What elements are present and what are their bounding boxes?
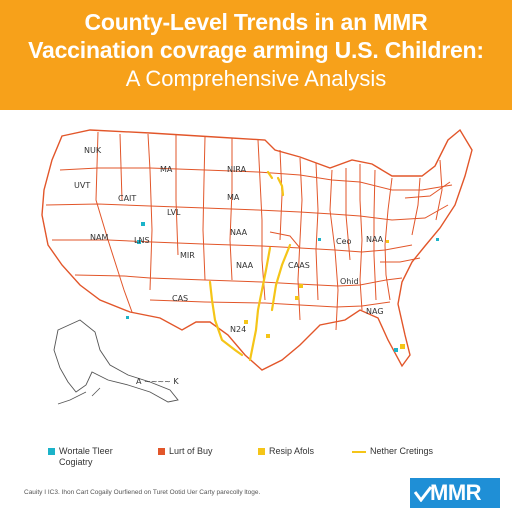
state-label: NAA <box>230 228 248 237</box>
state-borders <box>45 131 453 331</box>
title-line-1: County-Level Trends in an MMR <box>84 9 428 35</box>
trend-lines <box>208 170 292 362</box>
check-icon <box>414 486 432 502</box>
state-label: UVT <box>74 181 90 190</box>
state-label: NAM <box>90 233 108 242</box>
state-label: NAA <box>366 235 384 244</box>
footnote: Cauity I IC3. Ihon Cart Cogaily Ourfiene… <box>24 489 261 496</box>
us-outline <box>41 128 473 371</box>
legend-label: Resip Afols <box>269 446 315 456</box>
legend-swatch <box>258 448 265 456</box>
map-outline <box>41 128 473 371</box>
marker-cyan <box>436 238 439 241</box>
marker-yellow <box>244 320 248 324</box>
alaska-outline <box>53 319 179 403</box>
legend-swatch <box>48 448 55 456</box>
legend-label: Lurt of Buy <box>169 446 213 456</box>
marker-cyan <box>141 222 145 226</box>
state-label: MIR <box>180 251 195 260</box>
state-label: NAG <box>366 307 384 316</box>
legend-item: Resip Afols <box>258 446 314 457</box>
us-county-map: NUK UVT CAIT MA NIRA LVL MA NAM NAA LNS … <box>41 128 473 405</box>
legend-item: Nether Cretings <box>352 446 433 457</box>
mmr-logo: MMR <box>410 478 500 508</box>
state-label: Ohid <box>340 277 359 286</box>
state-label: CAS <box>172 294 188 303</box>
legend-item: Lurt of Buy <box>158 446 213 457</box>
markers <box>126 222 439 352</box>
alaska-island-chain <box>57 387 101 405</box>
state-labels: NUK UVT CAIT MA NIRA LVL MA NAM NAA LNS … <box>74 146 384 386</box>
title: County-Level Trends in an MMR Vaccinatio… <box>0 8 512 64</box>
marker-cyan <box>318 238 321 241</box>
legend-label: Wortale Tleer Cogiatry <box>59 446 113 467</box>
alaska-label: A ~~~~ K <box>136 377 179 386</box>
title-banner: County-Level Trends in an MMR Vaccinatio… <box>0 0 512 110</box>
legend: Wortale Tleer Cogiatry Lurt of Buy Resip… <box>0 446 512 476</box>
title-line-2: Vaccination covrage arming U.S. Children… <box>28 37 484 63</box>
state-label: N24 <box>230 325 246 334</box>
legend-swatch <box>158 448 165 456</box>
state-label: CAAS <box>288 261 310 270</box>
state-label: NAA <box>236 261 254 270</box>
legend-item: Wortale Tleer Cogiatry <box>48 446 129 468</box>
marker-yellow <box>266 334 270 338</box>
marker-yellow <box>299 284 303 288</box>
legend-line <box>352 450 366 453</box>
state-label: CAIT <box>118 194 136 203</box>
subtitle: A Comprehensive Analysis <box>125 66 387 91</box>
marker-cyan <box>126 316 129 319</box>
logo-text: MMR <box>430 480 482 505</box>
legend-label: Nether Cretings <box>370 446 434 456</box>
state-label: NUK <box>84 146 102 155</box>
marker-cyan <box>394 348 398 352</box>
marker-cyan <box>137 240 141 244</box>
state-label: MA <box>160 165 173 174</box>
state-label: NIRA <box>227 165 247 174</box>
state-label: Ceo <box>336 237 352 246</box>
marker-yellow <box>386 240 389 243</box>
marker-yellow <box>295 296 299 300</box>
marker-yellow <box>400 344 405 349</box>
state-label: LVL <box>167 208 181 217</box>
state-label: MA <box>227 193 240 202</box>
state-label: LNS <box>134 236 150 245</box>
